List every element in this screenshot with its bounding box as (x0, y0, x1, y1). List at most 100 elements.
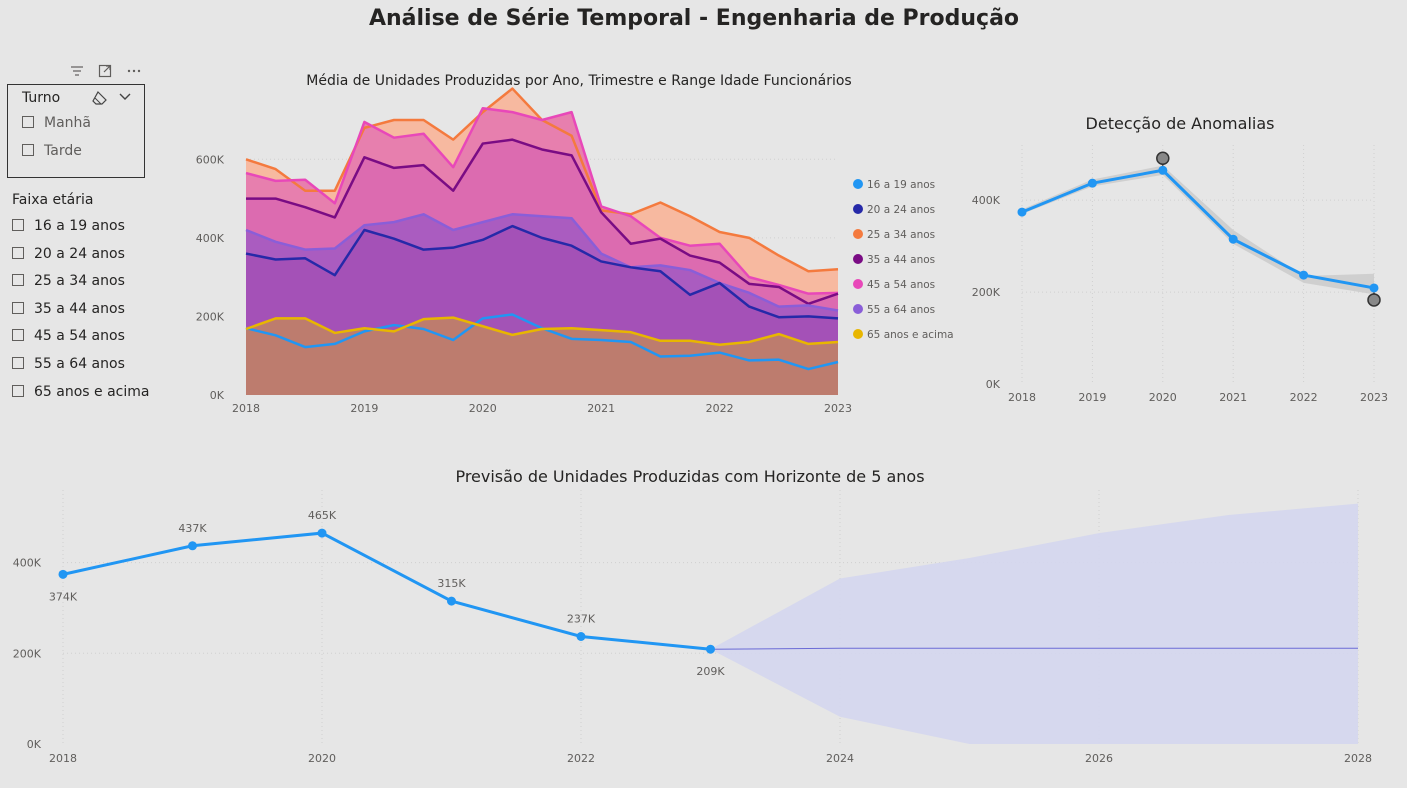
legend-item[interactable]: 45 a 54 anos (853, 279, 935, 291)
data-point (1228, 234, 1238, 244)
x-tick-label: 2026 (1085, 752, 1113, 765)
data-label: 374K (49, 590, 78, 603)
legend-label: 35 a 44 anos (867, 254, 936, 266)
anomaly-marker (1367, 293, 1381, 307)
data-point (576, 632, 586, 642)
x-tick-label: 2019 (350, 402, 378, 415)
turno-option-label: Manhã (44, 115, 91, 131)
y-tick-label: 0K (986, 378, 1001, 391)
legend-label: 65 anos e acima (867, 329, 954, 341)
faixa-option[interactable]: 45 a 54 anos (12, 328, 125, 344)
faixa-option-label: 25 a 34 anos (34, 273, 125, 289)
y-tick-label: 200K (196, 310, 225, 323)
y-tick-label: 200K (972, 286, 1001, 299)
faixa-option[interactable]: 55 a 64 anos (12, 356, 125, 372)
data-point (188, 541, 197, 551)
turno-option-tarde[interactable]: Tarde (22, 143, 82, 159)
data-label: 465K (308, 509, 337, 522)
eraser-icon[interactable] (92, 90, 110, 106)
data-point (706, 644, 715, 654)
checkbox[interactable] (12, 302, 24, 314)
data-point (1017, 207, 1027, 217)
data-label: 209K (696, 665, 725, 678)
chevron-down-icon[interactable] (118, 91, 132, 103)
data-point (1369, 283, 1379, 293)
page-title: Análise de Série Temporal - Engenharia d… (368, 6, 1020, 31)
x-tick-label: 2023 (824, 402, 852, 415)
data-label: 437K (178, 522, 207, 535)
legend-marker (853, 304, 863, 314)
checkbox[interactable] (22, 144, 34, 156)
series-line-20-a-24-anos (245, 224, 839, 320)
legend-label: 25 a 34 anos (867, 229, 936, 241)
turno-slicer-title: Turno (22, 90, 61, 106)
more-options-icon[interactable] (126, 64, 142, 78)
legend-label: 55 a 64 anos (867, 304, 936, 316)
x-tick-label: 2020 (1149, 391, 1177, 404)
filter-icon[interactable] (70, 64, 84, 78)
data-label: 237K (567, 613, 596, 626)
data-point (1299, 270, 1309, 280)
x-tick-label: 2021 (587, 402, 615, 415)
series-line-65-anos-e-acima (245, 316, 839, 346)
faixa-option-label: 20 a 24 anos (34, 246, 125, 262)
checkbox[interactable] (12, 357, 24, 369)
legend-label: 45 a 54 anos (867, 279, 936, 291)
legend-marker (853, 254, 863, 264)
series-line-35-a-44-anos (246, 138, 839, 306)
y-tick-label: 400K (13, 557, 42, 570)
checkbox[interactable] (12, 385, 24, 397)
faixa-option[interactable]: 25 a 34 anos (12, 273, 125, 289)
faixa-option[interactable]: 35 a 44 anos (12, 301, 125, 317)
y-tick-label: 600K (196, 153, 225, 166)
faixa-etaria-slicer-title: Faixa etária (12, 192, 94, 208)
y-tick-label: 400K (196, 232, 225, 245)
forecast-confidence-band (710, 503, 1358, 744)
checkbox[interactable] (12, 329, 24, 341)
legend-item[interactable]: 16 a 19 anos (853, 179, 935, 191)
x-tick-label: 2022 (567, 752, 595, 765)
x-tick-label: 2028 (1344, 752, 1372, 765)
faixa-option-label: 16 a 19 anos (34, 218, 125, 234)
checkbox[interactable] (12, 274, 24, 286)
faixa-option[interactable]: 16 a 19 anos (12, 218, 125, 234)
actual-series-line (62, 531, 711, 651)
focus-mode-icon[interactable] (98, 64, 112, 78)
legend-item[interactable]: 55 a 64 anos (853, 304, 935, 316)
x-tick-label: 2020 (469, 402, 497, 415)
x-tick-label: 2018 (232, 402, 260, 415)
legend-item[interactable]: 65 anos e acima (853, 329, 954, 341)
legend-marker (853, 204, 863, 214)
turno-option-label: Tarde (44, 143, 82, 159)
anomaly-series-line (1021, 168, 1375, 290)
y-tick-label: 0K (27, 738, 42, 751)
x-tick-label: 2018 (1008, 391, 1036, 404)
legend-label: 20 a 24 anos (867, 204, 936, 216)
series-line-55-a-64-anos (245, 213, 839, 312)
visual-header-toolbar (70, 64, 146, 80)
checkbox[interactable] (12, 219, 24, 231)
expected-range-band (1022, 165, 1374, 295)
faixa-option-label: 65 anos e acima (34, 384, 150, 400)
data-point (58, 569, 68, 579)
faixa-option[interactable]: 20 a 24 anos (12, 246, 125, 262)
legend-marker (853, 329, 863, 339)
checkbox[interactable] (12, 247, 24, 259)
faixa-option[interactable]: 65 anos e acima (12, 384, 149, 400)
x-tick-label: 2024 (826, 752, 854, 765)
legend-item[interactable]: 35 a 44 anos (853, 254, 935, 266)
legend-item[interactable]: 20 a 24 anos (853, 204, 935, 216)
anomaly-chart-title: Detecção de Anomalias (1085, 114, 1275, 133)
area-chart-title: Média de Unidades Produzidas por Ano, Tr… (306, 73, 852, 89)
x-tick-label: 2022 (706, 402, 734, 415)
y-tick-label: 0K (210, 389, 225, 402)
data-point (1158, 165, 1168, 175)
x-tick-label: 2018 (49, 752, 77, 765)
turno-option-manha[interactable]: Manhã (22, 115, 91, 131)
checkbox[interactable] (22, 116, 34, 128)
faixa-option-label: 35 a 44 anos (34, 301, 125, 317)
legend-item[interactable]: 25 a 34 anos (853, 229, 935, 241)
faixa-option-label: 55 a 64 anos (34, 356, 125, 372)
x-tick-label: 2019 (1078, 391, 1106, 404)
